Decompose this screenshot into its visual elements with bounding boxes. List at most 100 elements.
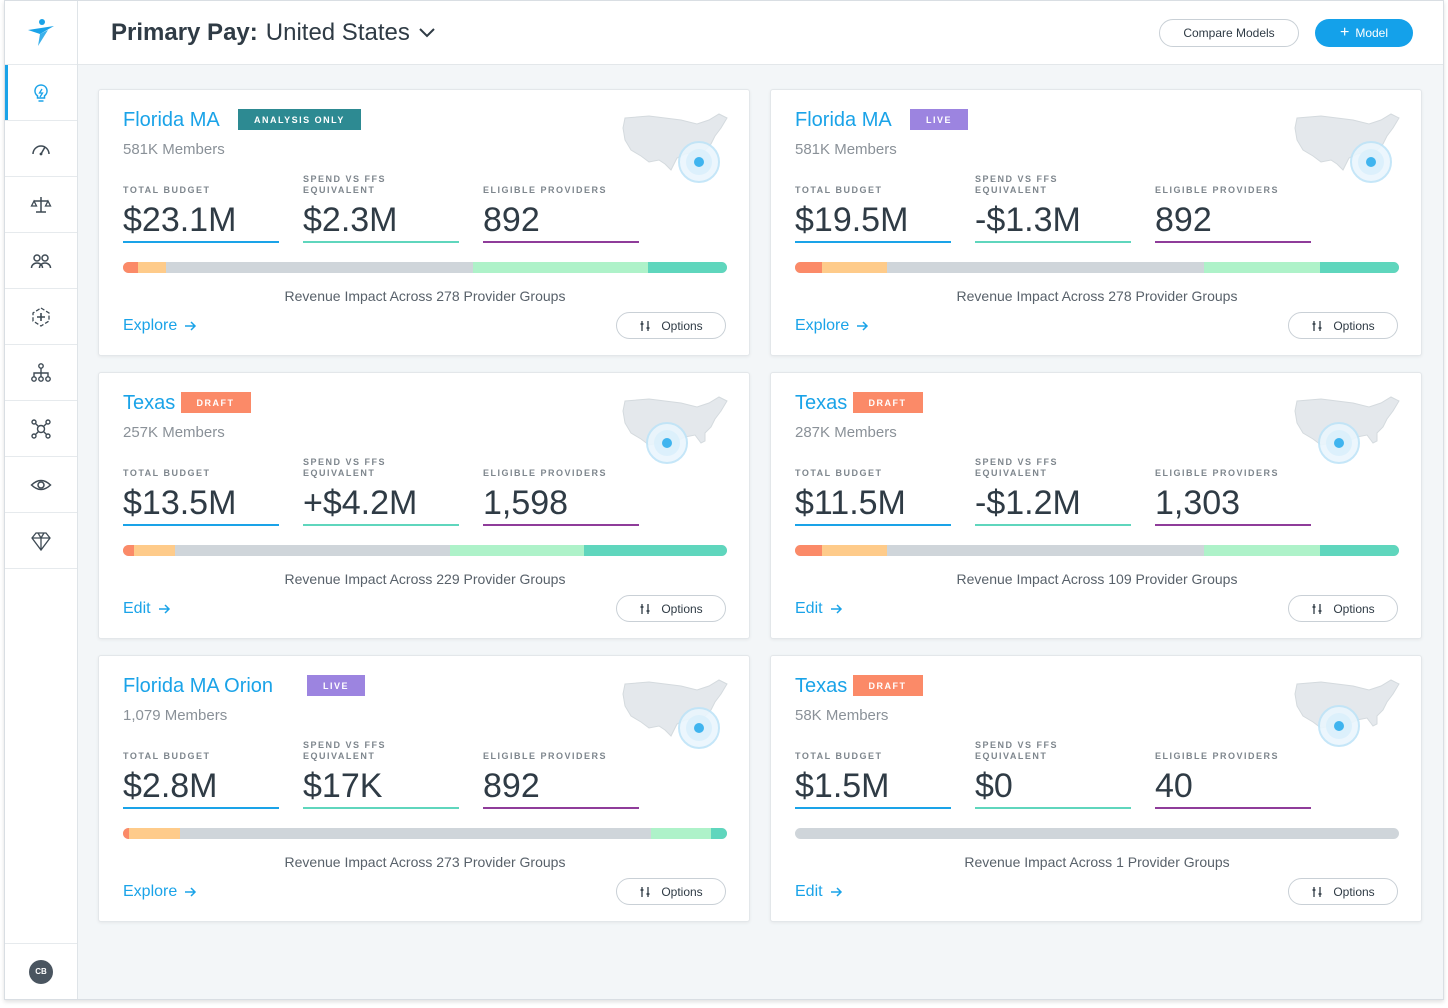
us-map-icon xyxy=(622,396,728,464)
sidebar-item-diamond[interactable] xyxy=(5,513,77,569)
card-action-label: Edit xyxy=(795,600,823,617)
card-title[interactable]: Texas xyxy=(795,392,848,414)
page-title-dropdown[interactable]: Primary Pay: United States xyxy=(111,19,436,47)
total-budget-value: $23.1M xyxy=(123,201,237,239)
members-count: 58K Members xyxy=(795,707,889,724)
sidebar-item-people[interactable] xyxy=(5,233,77,289)
options-button[interactable]: Options xyxy=(616,595,726,622)
spend-vs-ffs-metric: SPEND VS FFS EQUIVALENT +$4.2M xyxy=(303,457,459,526)
total-budget-metric: TOTAL BUDGET $19.5M xyxy=(795,174,951,243)
spend-vs-ffs-label: SPEND VS FFS EQUIVALENT xyxy=(303,457,387,478)
spend-vs-ffs-underline xyxy=(975,241,1131,243)
page-title-value: United States xyxy=(265,19,410,46)
sidebar-item-speedometer[interactable] xyxy=(5,121,77,177)
card-action-link[interactable]: Edit xyxy=(795,600,843,618)
eligible-providers-metric: ELIGIBLE PROVIDERS 40 xyxy=(1155,740,1311,809)
scales-icon xyxy=(30,196,52,213)
revenue-impact-text: Revenue Impact Across 273 Provider Group… xyxy=(284,854,566,870)
impact-segment xyxy=(1320,545,1399,556)
sliders-icon xyxy=(1312,886,1322,897)
impact-segment xyxy=(1204,262,1321,273)
spend-vs-ffs-value: -$1.2M xyxy=(975,484,1081,522)
card-title[interactable]: Florida MA Orion xyxy=(123,675,274,697)
options-button[interactable]: Options xyxy=(1288,312,1398,339)
logo-icon xyxy=(28,18,54,46)
compare-models-button[interactable]: Compare Models xyxy=(1159,19,1299,47)
spend-vs-ffs-underline xyxy=(975,524,1131,526)
arrow-right-icon xyxy=(830,887,842,897)
card-title[interactable]: Texas xyxy=(123,392,176,414)
spend-vs-ffs-metric: SPEND VS FFS EQUIVALENT $17K xyxy=(303,740,459,809)
sidebar-item-medical-cross[interactable] xyxy=(5,289,77,345)
sidebar: CB xyxy=(5,1,78,999)
options-button[interactable]: Options xyxy=(1288,878,1398,905)
network-icon xyxy=(31,418,51,439)
add-model-button[interactable]: + Model xyxy=(1315,19,1413,47)
card-title[interactable]: Florida MA xyxy=(123,109,220,131)
model-card: Texas DRAFT 287K Members TOTAL BUDGET $1… xyxy=(770,372,1422,639)
spend-vs-ffs-label: SPEND VS FFS EQUIVALENT xyxy=(975,740,1059,761)
app-logo[interactable] xyxy=(5,1,77,65)
options-button[interactable]: Options xyxy=(616,878,726,905)
options-button[interactable]: Options xyxy=(1288,595,1398,622)
impact-segment xyxy=(166,262,473,273)
status-badge: DRAFT xyxy=(852,675,923,696)
spend-vs-ffs-underline xyxy=(975,807,1131,809)
card-action-link[interactable]: Explore xyxy=(795,317,869,335)
revenue-impact-bar xyxy=(123,262,727,273)
eligible-providers-value: 892 xyxy=(483,767,540,805)
impact-segment xyxy=(651,828,711,839)
sidebar-item-network[interactable] xyxy=(5,401,77,457)
revenue-impact-bar xyxy=(795,262,1399,273)
revenue-impact-text: Revenue Impact Across 278 Provider Group… xyxy=(284,288,566,304)
sidebar-item-hierarchy[interactable] xyxy=(5,345,77,401)
spend-vs-ffs-value: -$1.3M xyxy=(975,201,1081,239)
card-action-link[interactable]: Edit xyxy=(123,600,171,618)
spend-vs-ffs-underline xyxy=(303,524,459,526)
card-action-label: Edit xyxy=(123,600,151,617)
card-action-link[interactable]: Edit xyxy=(795,883,843,901)
us-map-icon xyxy=(1294,113,1400,183)
impact-segment xyxy=(583,545,727,556)
impact-segment xyxy=(449,545,584,556)
card-action-link[interactable]: Explore xyxy=(123,883,197,901)
members-count: 581K Members xyxy=(795,141,897,158)
options-button[interactable]: Options xyxy=(616,312,726,339)
revenue-impact-text: Revenue Impact Across 278 Provider Group… xyxy=(956,288,1238,304)
card-title[interactable]: Texas xyxy=(795,675,848,697)
model-card: Florida MA Orion LIVE 1,079 Members TOTA… xyxy=(98,655,750,922)
card-action-link[interactable]: Explore xyxy=(123,317,197,335)
spend-vs-ffs-value: $17K xyxy=(303,767,383,805)
model-card: Texas DRAFT 58K Members TOTAL BUDGET $1.… xyxy=(770,655,1422,922)
sidebar-item-scales[interactable] xyxy=(5,177,77,233)
spend-vs-ffs-value: $0 xyxy=(975,767,1013,805)
impact-segment xyxy=(174,545,450,556)
lightbulb-icon xyxy=(34,83,48,102)
sliders-icon xyxy=(1312,320,1322,331)
impact-segment xyxy=(1320,262,1399,273)
card-action-label: Explore xyxy=(795,317,850,334)
sidebar-item-lightbulb[interactable] xyxy=(5,65,77,121)
eligible-providers-label: ELIGIBLE PROVIDERS xyxy=(483,468,608,478)
card-title[interactable]: Florida MA xyxy=(795,109,892,131)
eligible-providers-metric: ELIGIBLE PROVIDERS 1,303 xyxy=(1155,457,1311,526)
impact-segment xyxy=(123,262,139,273)
revenue-impact-bar xyxy=(795,828,1399,839)
sidebar-item-eye[interactable] xyxy=(5,457,77,513)
status-badge: DRAFT xyxy=(180,392,251,413)
options-label: Options xyxy=(1333,318,1375,333)
impact-segment xyxy=(180,828,652,839)
impact-segment xyxy=(795,828,1399,839)
eligible-providers-underline xyxy=(483,241,639,243)
avatar[interactable]: CB xyxy=(29,959,53,984)
sliders-icon xyxy=(640,603,650,614)
total-budget-label: TOTAL BUDGET xyxy=(795,185,883,195)
impact-segment xyxy=(710,828,727,839)
impact-segment xyxy=(123,828,130,839)
total-budget-label: TOTAL BUDGET xyxy=(123,751,211,761)
header: Primary Pay: United States Compare Model… xyxy=(78,1,1443,65)
status-badge: LIVE xyxy=(910,109,969,130)
impact-segment xyxy=(795,545,823,556)
sliders-icon xyxy=(640,320,650,331)
impact-segment xyxy=(647,262,727,273)
